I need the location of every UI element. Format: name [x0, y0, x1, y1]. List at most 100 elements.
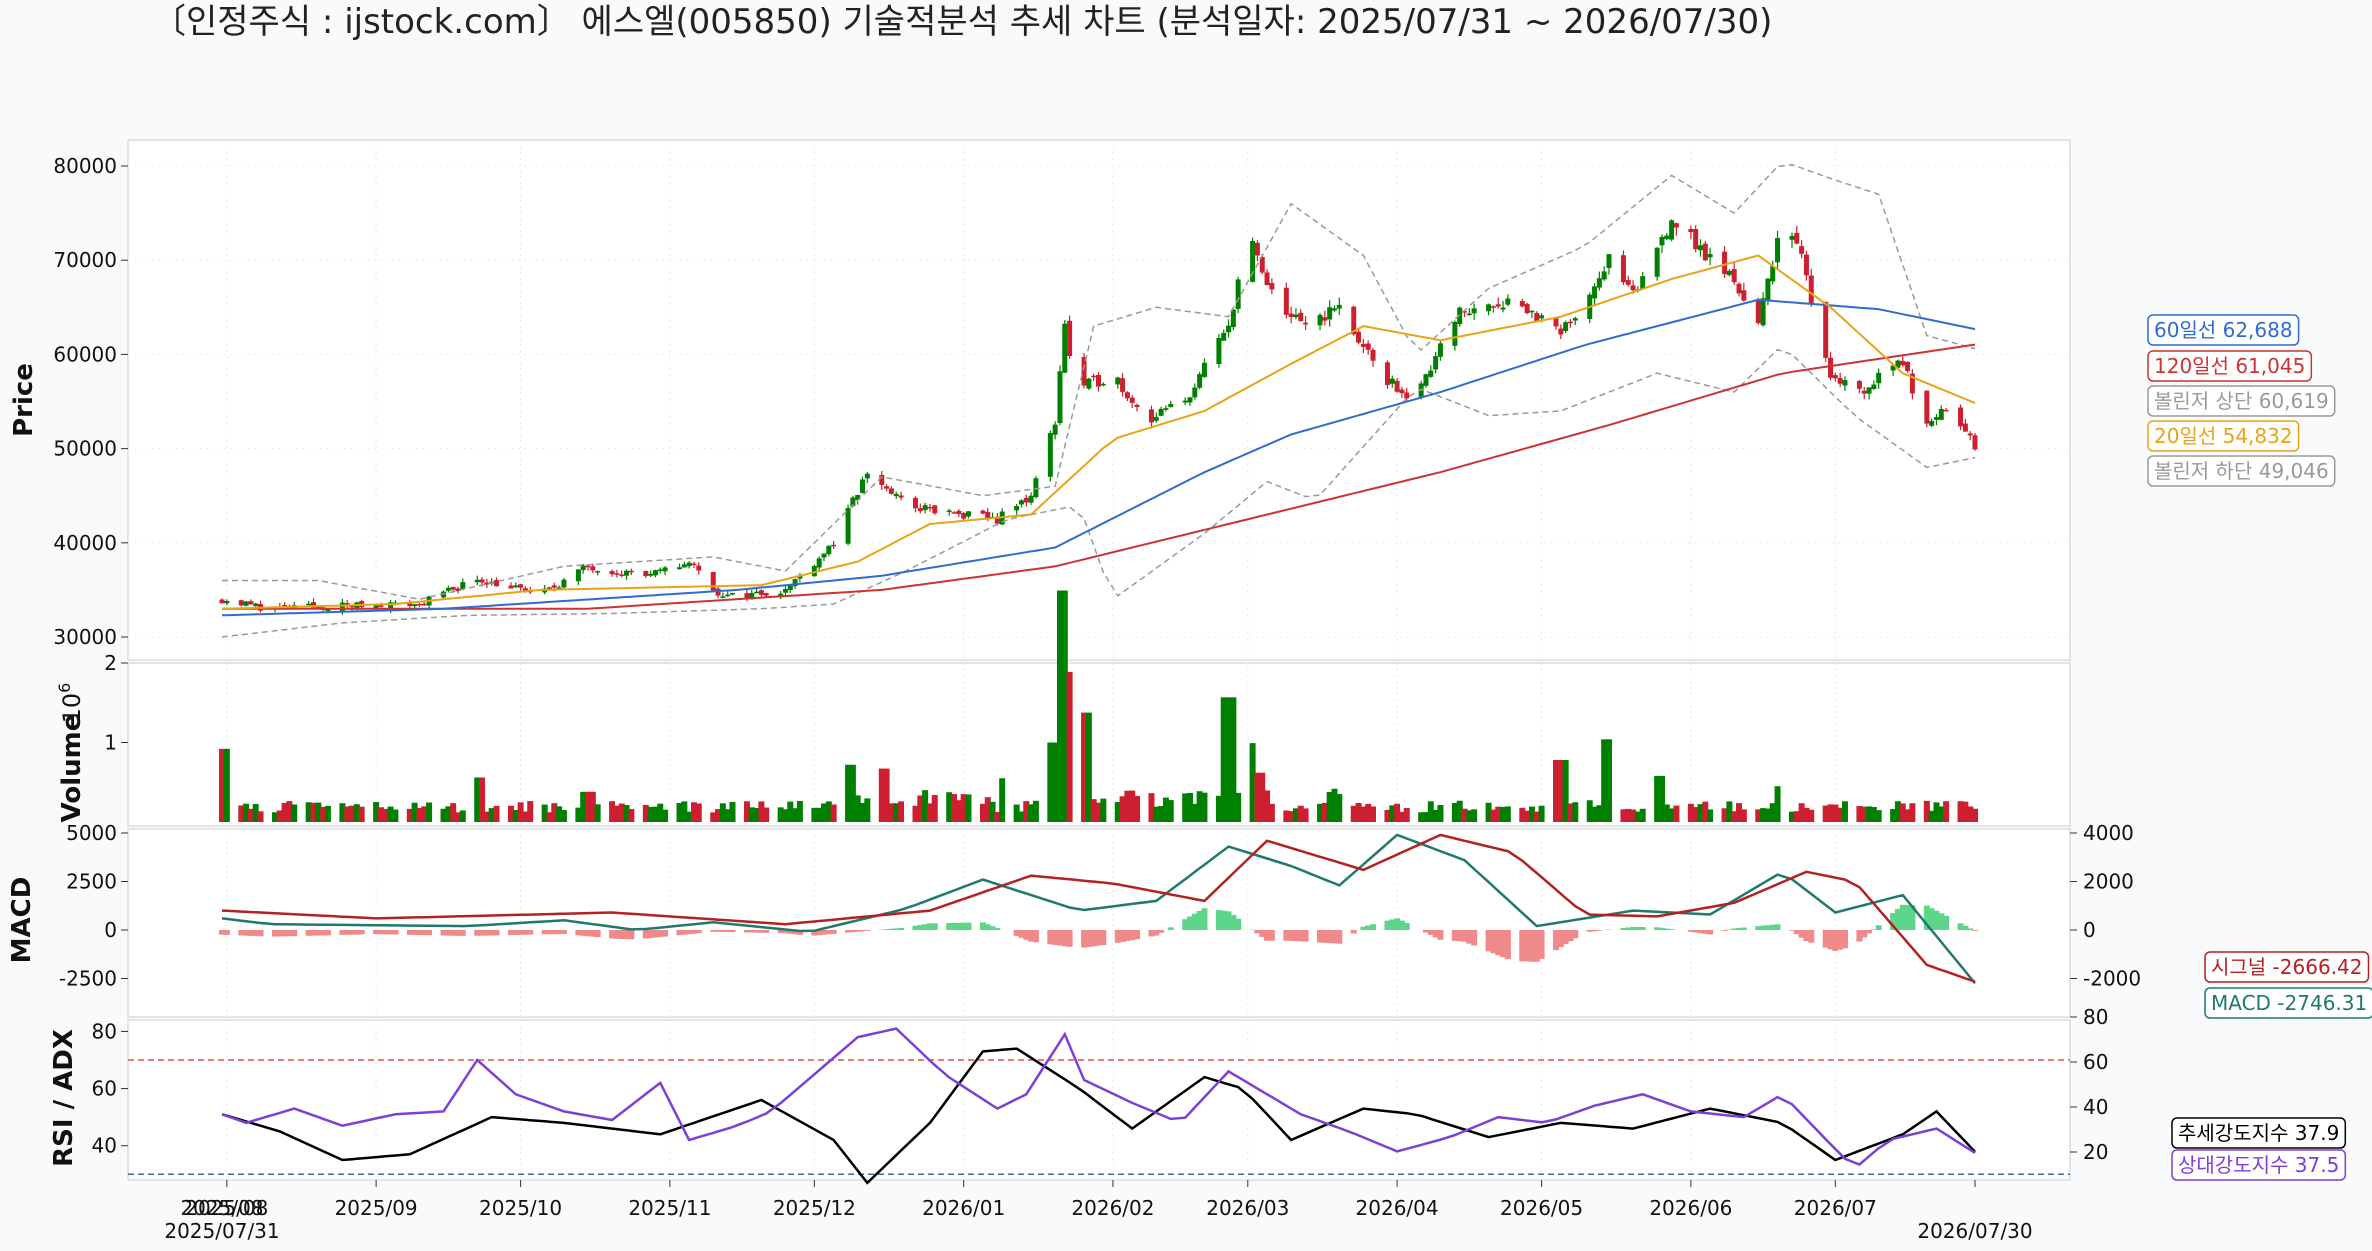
candle-body [629, 571, 634, 573]
price-legend-box: 볼린저 하단 49,046 [2154, 459, 2329, 483]
candle-body [677, 567, 682, 569]
candle-body [1939, 409, 1944, 420]
macd-histogram-bar [1876, 925, 1882, 930]
candle-body [1765, 279, 1770, 301]
candle-body [1496, 304, 1501, 306]
candle-body [480, 579, 485, 582]
chart-title: 〔인정주식 : ijstock.com〕 에스엘(005850) 기술적분석 추… [152, 2, 1772, 42]
volume-bar [898, 801, 904, 822]
candle-body [1120, 378, 1125, 392]
macd-histogram-bar [965, 923, 971, 930]
macd-histogram-bar [1336, 930, 1342, 944]
candle-body [1284, 288, 1289, 315]
volume-bar [864, 798, 870, 822]
candle-body [460, 582, 465, 589]
candle-body [1823, 302, 1828, 358]
volume-bar [696, 804, 702, 822]
candle-body [1554, 318, 1559, 326]
rsi-ytick-label: 80 [92, 1019, 117, 1043]
volume-bar [494, 806, 500, 822]
candle-body [1086, 379, 1091, 389]
candle-body [1472, 308, 1477, 313]
price-ylabel: Price [9, 363, 39, 437]
macd-panel-frame [128, 829, 2070, 1017]
macd-right-ytick-label: 0 [2083, 918, 2096, 942]
candle-body [422, 604, 427, 606]
volume-scale-label: 106 [55, 683, 86, 724]
candle-body [610, 571, 615, 574]
rsi-ytick-label: 40 [92, 1134, 117, 1158]
candle-body [711, 572, 716, 590]
x-tick-label: 2025/09 [335, 1196, 418, 1220]
candle-body [764, 593, 769, 596]
candle-body [1356, 332, 1361, 343]
candle-body [1876, 373, 1881, 383]
macd-histogram-bar [864, 930, 870, 931]
volume-scale-exp: 6 [55, 683, 74, 693]
candle-body [1062, 324, 1067, 373]
candle-body [1655, 248, 1660, 277]
candle-body [1794, 233, 1799, 244]
candle-body [1404, 392, 1409, 398]
candle-body [1399, 390, 1404, 394]
candle-body [1057, 371, 1062, 423]
candle-body [1048, 433, 1053, 477]
candle-body [1428, 371, 1433, 377]
candle-body [1626, 280, 1631, 285]
candle-body [1371, 350, 1376, 361]
candle-body [624, 571, 629, 576]
volume-bar [1168, 800, 1174, 822]
macd-histogram-bar [561, 930, 567, 934]
candle-body [884, 486, 889, 488]
candle-body [547, 587, 552, 589]
candle-body [1973, 435, 1978, 449]
candle-body [1857, 381, 1862, 389]
candle-body [1159, 409, 1164, 416]
volume-bar [1640, 809, 1646, 822]
candle-body [614, 573, 619, 575]
volume-bar [999, 778, 1005, 822]
candle-body [1674, 223, 1679, 227]
candle-body [1293, 315, 1298, 318]
candle-body [595, 571, 600, 573]
candle-body [1799, 246, 1804, 254]
price-panel-frame [128, 140, 2070, 660]
volume-bar [460, 810, 466, 822]
x-tick-label: 2026/04 [1356, 1196, 1439, 1220]
candle-body [687, 563, 692, 567]
candle-body [1289, 314, 1294, 317]
candle-body [1505, 298, 1510, 304]
volume-bar [392, 810, 398, 822]
x-tick-label: 2026/03 [1206, 1196, 1289, 1220]
candle-body [725, 595, 730, 597]
candle-body [648, 574, 653, 576]
macd-histogram-bar [1404, 923, 1410, 930]
candle-body [1934, 417, 1939, 420]
macd-histogram-bar [1351, 930, 1357, 933]
candle-body [224, 601, 229, 603]
candle-body [643, 571, 648, 576]
volume-bar [1741, 809, 1747, 822]
price-legend-box: 120일선 61,045 [2154, 354, 2305, 378]
candle-body [1438, 343, 1443, 356]
macd-histogram-bar [1707, 930, 1713, 934]
candle-body [325, 610, 330, 612]
macd-histogram-bar [994, 928, 1000, 930]
candle-body [1602, 271, 1607, 279]
macd-histogram-bar [1722, 930, 1728, 931]
x-tick-label: 2025/08 [180, 1196, 263, 1220]
volume-bar [595, 804, 601, 822]
candle-body [581, 565, 586, 570]
candle-body [899, 495, 904, 497]
candle-body [932, 505, 937, 513]
macd-histogram-bar [1741, 928, 1747, 930]
candle-body [1115, 377, 1120, 384]
candle-body [860, 479, 865, 492]
candle-body [754, 592, 759, 594]
candle-body [586, 566, 591, 568]
candle-body [1525, 304, 1530, 313]
volume-bar [763, 808, 769, 822]
macd-histogram-bar [1201, 908, 1207, 930]
volume-bar [1404, 808, 1410, 822]
macd-histogram-bar [763, 930, 769, 933]
